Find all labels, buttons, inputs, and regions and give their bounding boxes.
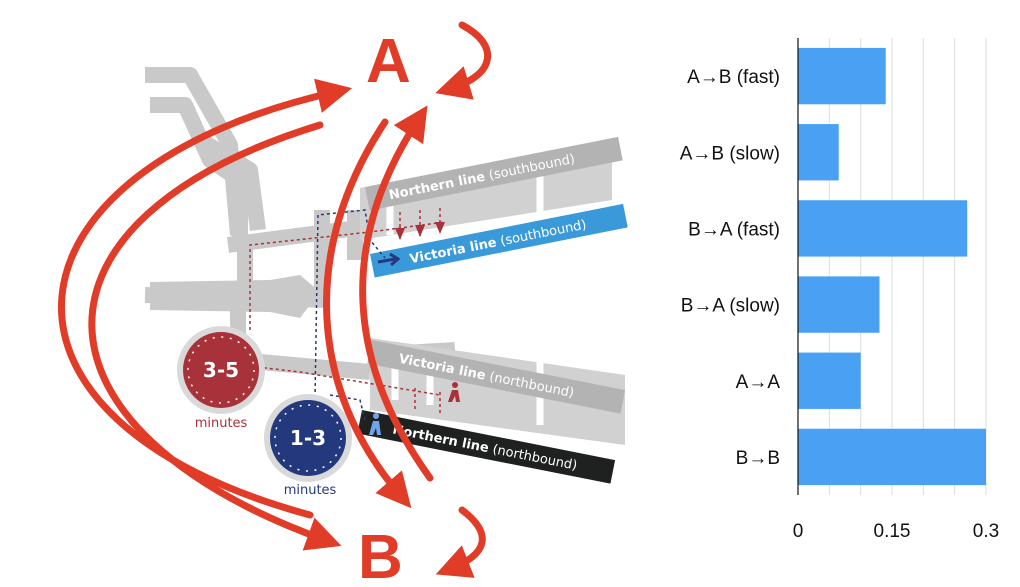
bar-5	[798, 428, 986, 486]
arrow-a-loop	[435, 21, 492, 100]
category-label-2: B→A (fast)	[688, 219, 780, 240]
bar-3	[798, 276, 880, 333]
timer-red: 3-5 minutes	[177, 326, 265, 431]
x-tick-label-0: 0	[793, 521, 804, 542]
arrow-a-to-b-center	[323, 118, 412, 509]
timer-blue-caption: minutes	[284, 483, 337, 498]
bar-0	[798, 47, 886, 105]
walker-blue-icon	[369, 413, 381, 435]
route-arrows	[58, 21, 492, 578]
route-blue-dotted	[314, 209, 386, 421]
x-tick-label-1: 0.15	[874, 521, 911, 542]
exit-arrows-red	[395, 222, 445, 240]
timer-blue: 1-3 minutes	[264, 394, 352, 498]
category-label-1: A→B (slow)	[680, 143, 780, 164]
label-b: B	[358, 523, 403, 587]
arrow-blue-icon	[377, 252, 401, 267]
timer-red-value: 3-5	[203, 358, 239, 382]
bar-4	[798, 352, 861, 409]
timer-red-caption: minutes	[195, 416, 248, 431]
category-label-0: A→B (fast)	[687, 67, 780, 88]
arrow-b-loop	[435, 506, 486, 578]
label-a: A	[366, 27, 411, 96]
category-label-3: B→A (slow)	[681, 296, 780, 317]
bar-2	[798, 200, 968, 257]
station-map: Northern line (southbound) Victoria line…	[58, 21, 628, 587]
x-tick-label-2: 0.3	[973, 521, 999, 542]
walker-red-icon	[448, 382, 460, 402]
bar-1	[798, 124, 839, 181]
category-label-5: B→B	[736, 448, 780, 469]
junction-block	[150, 275, 320, 318]
timer-blue-value: 1-3	[290, 426, 326, 450]
category-label-4: A→A	[736, 372, 781, 393]
arrow-a-to-b-inner	[88, 121, 342, 551]
bar-chart: A→B (fast) A→B (slow) B→A (fast) B→A (slow)…	[680, 38, 999, 542]
arrow-b-to-a-center	[359, 105, 434, 482]
